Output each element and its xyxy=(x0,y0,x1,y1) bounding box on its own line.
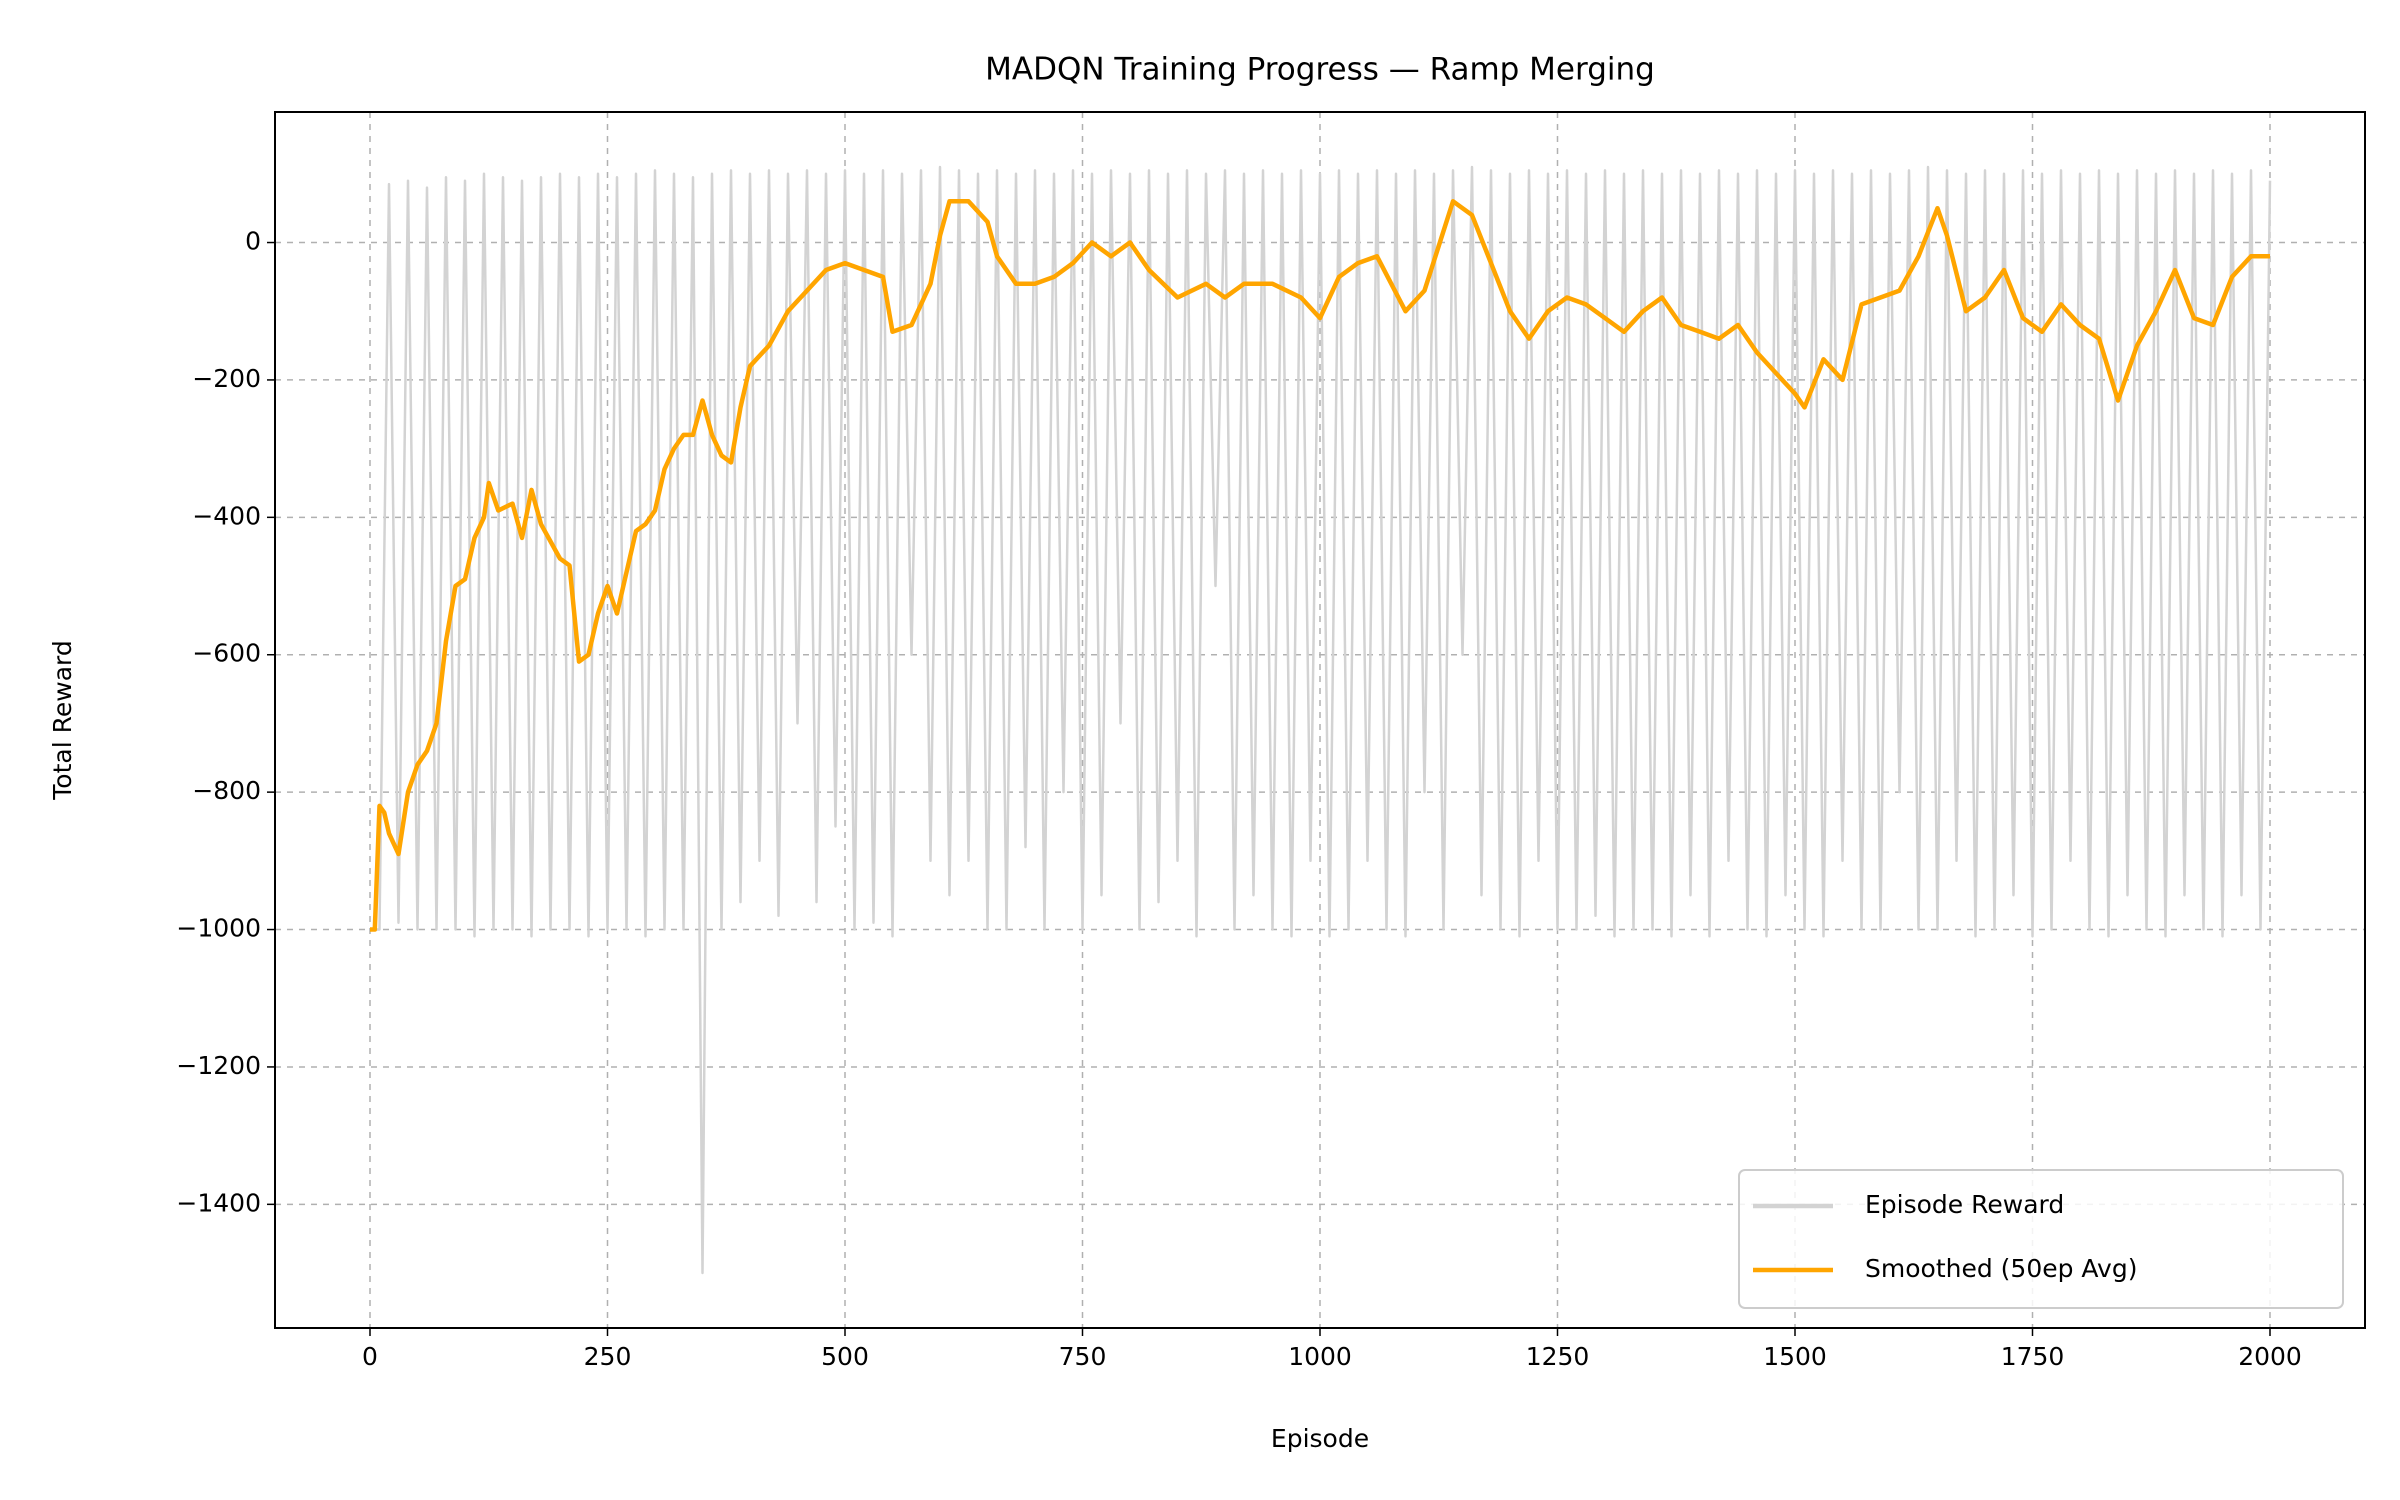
x-tick-label: 1250 xyxy=(1526,1342,1590,1371)
legend-box xyxy=(1738,1169,2344,1309)
y-tick-label: −1000 xyxy=(176,914,261,943)
x-tick-label: 750 xyxy=(1059,1342,1107,1371)
y-axis-label: Total Reward xyxy=(48,640,77,800)
plot-frame xyxy=(274,111,2366,1329)
chart-title: MADQN Training Progress — Ramp Merging xyxy=(985,52,1655,88)
x-tick-label: 500 xyxy=(821,1342,869,1371)
x-tick-label: 1750 xyxy=(2001,1342,2065,1371)
x-tick-label: 0 xyxy=(362,1342,378,1371)
x-tick-label: 250 xyxy=(584,1342,632,1371)
y-tick-label: −600 xyxy=(192,639,261,668)
y-tick-label: −1400 xyxy=(176,1188,261,1217)
series-line xyxy=(370,199,2270,932)
x-tick-label: 1000 xyxy=(1288,1342,1352,1371)
y-tick-label: −400 xyxy=(192,501,261,530)
y-tick-label: 0 xyxy=(245,227,261,256)
y-tick-label: −800 xyxy=(192,776,261,805)
legend-label: Episode Reward xyxy=(1865,1190,2064,1219)
x-axis-label: Episode xyxy=(1271,1424,1369,1453)
series-line xyxy=(370,165,2272,1275)
y-tick-label: −1200 xyxy=(176,1051,261,1080)
legend-label: Smoothed (50ep Avg) xyxy=(1865,1254,2137,1283)
y-tick-label: −200 xyxy=(192,364,261,393)
x-tick-label: 2000 xyxy=(2238,1342,2302,1371)
x-tick-label: 1500 xyxy=(1763,1342,1827,1371)
